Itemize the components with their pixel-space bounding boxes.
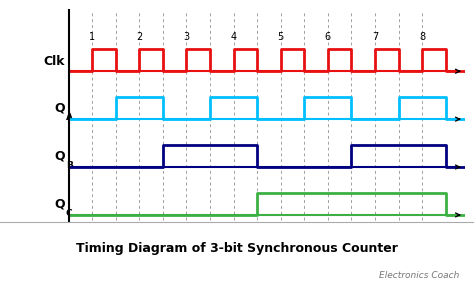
- Text: 8: 8: [419, 32, 425, 42]
- Text: Clk: Clk: [44, 55, 65, 68]
- Text: Q: Q: [55, 149, 65, 162]
- Text: A: A: [65, 113, 73, 122]
- Text: Timing Diagram of 3-bit Synchronous Counter: Timing Diagram of 3-bit Synchronous Coun…: [76, 242, 398, 255]
- Text: Q: Q: [55, 101, 65, 114]
- Text: 7: 7: [372, 32, 378, 42]
- Text: B: B: [65, 161, 73, 170]
- Text: 4: 4: [230, 32, 237, 42]
- Text: 1: 1: [89, 32, 95, 42]
- Text: Q: Q: [55, 197, 65, 210]
- Text: 3: 3: [183, 32, 190, 42]
- Text: 2: 2: [136, 32, 143, 42]
- Text: Electronics Coach: Electronics Coach: [379, 271, 460, 280]
- Text: 6: 6: [325, 32, 331, 42]
- Text: 5: 5: [278, 32, 284, 42]
- Text: C: C: [65, 209, 72, 218]
